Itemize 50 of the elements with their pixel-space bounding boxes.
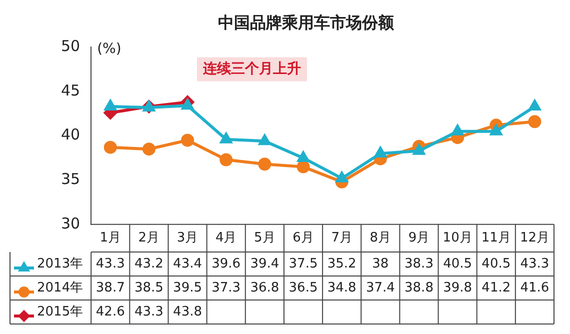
y-tick-label: 30 <box>60 214 80 232</box>
data-label: 38 <box>372 256 389 272</box>
data-label: 43.3 <box>134 304 164 320</box>
data-label: 34.8 <box>327 280 356 296</box>
x-tick-label: 2月 <box>138 230 160 246</box>
data-label: 41.2 <box>482 280 511 296</box>
data-label: 37.5 <box>288 256 318 272</box>
data-label: 43.3 <box>520 256 550 272</box>
data-label: 39.4 <box>250 256 280 272</box>
legend-label: 2015年 <box>37 304 84 320</box>
x-tick-label: 5月 <box>254 230 276 246</box>
chart-title: 中国品牌乘用车市场份额 <box>218 12 395 32</box>
x-tick-label: 12月 <box>520 230 550 246</box>
data-label: 36.5 <box>288 280 318 296</box>
data-label: 35.2 <box>327 256 356 272</box>
data-label: 37.4 <box>366 280 395 296</box>
legend-label: 2013年 <box>37 256 84 272</box>
annotation: 连续三个月上升 <box>202 60 301 77</box>
legend-label: 2014年 <box>37 280 84 296</box>
data-label: 39.8 <box>443 280 472 296</box>
y-tick-label: 40 <box>60 126 80 144</box>
data-label: 38.8 <box>404 280 434 296</box>
data-label: 36.8 <box>250 280 280 296</box>
data-label: 43.2 <box>134 256 164 272</box>
x-tick-label: 8月 <box>370 230 392 246</box>
data-label: 39.5 <box>173 280 202 296</box>
x-tick-label: 10月 <box>442 230 472 246</box>
data-label: 43.4 <box>173 256 202 272</box>
data-label: 43.3 <box>96 256 125 272</box>
data-label: 42.6 <box>96 304 125 320</box>
x-tick-label: 1月 <box>100 230 122 246</box>
data-label: 38.3 <box>404 256 434 272</box>
data-label: 43.8 <box>173 304 202 320</box>
y-tick-label: 50 <box>60 37 80 56</box>
x-tick-label: 6月 <box>292 230 314 246</box>
x-tick-label: 9月 <box>408 230 430 246</box>
data-label: 41.6 <box>520 280 550 296</box>
data-label: 37.3 <box>212 280 241 296</box>
y-tick-label: 35 <box>60 170 80 188</box>
data-label: 40.5 <box>443 256 472 272</box>
y-tick-label: 45 <box>60 81 80 100</box>
x-tick-label: 3月 <box>176 230 198 246</box>
data-label: 40.5 <box>482 256 511 272</box>
data-label: 39.6 <box>212 256 241 272</box>
data-label: 38.5 <box>134 280 164 296</box>
x-tick-label: 4月 <box>215 230 237 246</box>
y-axis-title: (%) <box>97 40 122 57</box>
data-label: 38.7 <box>96 280 125 296</box>
x-tick-label: 7月 <box>331 230 352 246</box>
x-tick-label: 11月 <box>481 230 511 246</box>
